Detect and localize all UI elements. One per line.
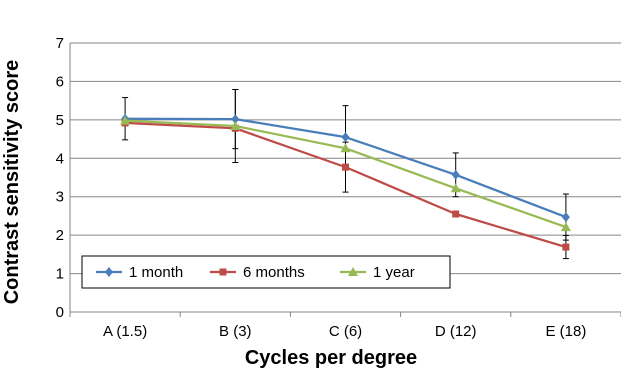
axes <box>69 43 621 317</box>
y-tick-label: 0 <box>56 304 64 321</box>
legend-entry: 6 months <box>210 264 305 281</box>
triangle-marker <box>120 115 131 125</box>
x-tick-label: D (12) <box>435 323 477 340</box>
legend: 1 month 6 months 1 year <box>81 255 451 289</box>
x-tick-labels: A (1.5) B (3) C (6) D (12) E (18) <box>103 323 586 340</box>
triangle-marker <box>230 121 241 131</box>
square-marker <box>452 210 460 218</box>
diamond-marker <box>561 212 570 223</box>
triangle-marker <box>450 183 461 193</box>
square-marker <box>562 243 570 251</box>
triangle-marker <box>340 143 351 153</box>
error-bars <box>122 88 569 260</box>
y-tick-label: 4 <box>56 150 64 167</box>
y-tick-label: 6 <box>56 73 64 90</box>
y-tick-labels: 0 1 2 3 4 5 6 7 <box>56 35 64 321</box>
y-tick-label: 5 <box>56 112 64 129</box>
legend-box <box>81 255 451 289</box>
legend-label: 1 month <box>129 264 183 281</box>
x-tick-label: B (3) <box>219 323 252 340</box>
x-axis-title: Cycles per degree <box>245 347 417 369</box>
series-lines <box>120 113 571 251</box>
y-tick-label: 2 <box>56 227 64 244</box>
y-axis-title: Contrast sensitivity score <box>1 60 23 305</box>
square-marker <box>342 163 349 171</box>
series-1-year <box>120 115 571 232</box>
x-tick-label: A (1.5) <box>103 323 147 340</box>
triangle-marker <box>348 267 358 276</box>
diamond-marker <box>451 169 460 180</box>
diamond-marker <box>341 132 350 143</box>
triangle-marker <box>560 222 571 232</box>
x-tick-label: E (18) <box>545 323 586 340</box>
diamond-marker <box>231 114 240 125</box>
legend-entry: 1 year <box>340 264 415 281</box>
diamond-marker <box>105 267 113 277</box>
y-tick-label: 3 <box>56 189 64 206</box>
y-tick-label: 1 <box>56 266 64 283</box>
x-tick-label: C (6) <box>329 323 362 340</box>
legend-label: 6 months <box>243 264 305 281</box>
square-marker <box>219 268 227 276</box>
legend-label: 1 year <box>373 264 415 281</box>
y-tick-label: 7 <box>56 35 64 52</box>
legend-entry: 1 month <box>96 264 183 281</box>
